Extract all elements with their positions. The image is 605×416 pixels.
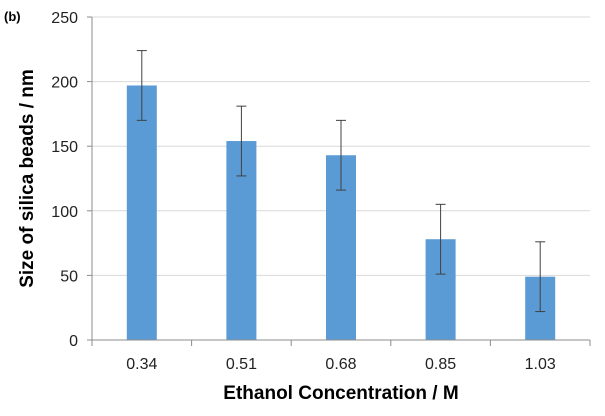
y-tick-label: 50 bbox=[60, 268, 78, 285]
y-tick-label: 150 bbox=[51, 139, 78, 156]
axes bbox=[87, 16, 591, 346]
y-tick-label: 100 bbox=[51, 204, 78, 221]
x-tick-label: 0.34 bbox=[126, 356, 157, 373]
error-bars bbox=[136, 50, 546, 313]
panel-label: (b) bbox=[4, 9, 21, 24]
bars bbox=[126, 85, 556, 340]
y-tick-label: 0 bbox=[69, 333, 78, 350]
y-tick-labels: 0 50 100 150 200 250 bbox=[51, 10, 78, 350]
x-tick-label: 0.85 bbox=[425, 356, 456, 373]
y-axis-label: Size of silica beads / nm bbox=[17, 69, 38, 288]
x-tick-labels: 0.34 0.51 0.68 0.85 1.03 bbox=[126, 356, 556, 373]
x-tick-label: 0.51 bbox=[226, 356, 257, 373]
x-axis-label: Ethanol Concentration / M bbox=[223, 383, 458, 404]
x-tick-label: 0.68 bbox=[325, 356, 356, 373]
y-tick-label: 250 bbox=[51, 10, 78, 27]
y-tick-label: 200 bbox=[51, 75, 78, 92]
bar bbox=[126, 85, 157, 340]
x-tick-label: 1.03 bbox=[525, 356, 556, 373]
